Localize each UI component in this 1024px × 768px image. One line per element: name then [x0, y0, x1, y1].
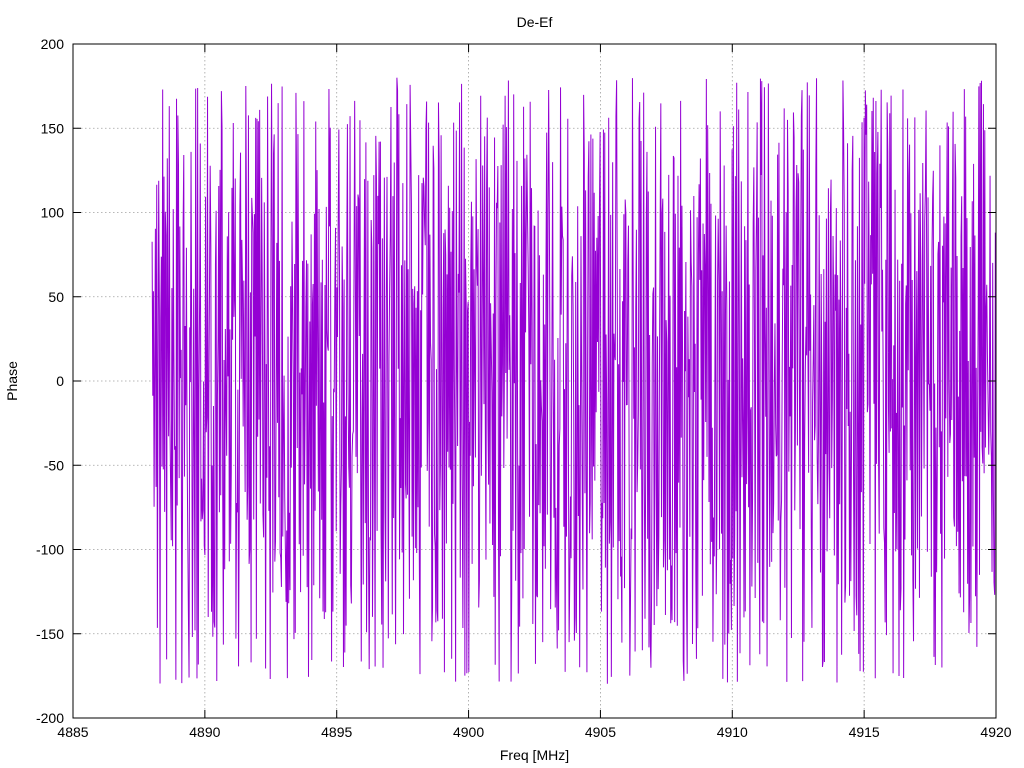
y-tick-label: -100: [36, 542, 64, 558]
y-tick-label: 0: [56, 373, 64, 389]
x-axis-label: Freq [MHz]: [500, 747, 569, 763]
x-tick-label: 4890: [189, 724, 220, 740]
y-tick-label: -50: [44, 457, 64, 473]
y-tick-label: 100: [41, 205, 65, 221]
x-tick-label: 4900: [453, 724, 484, 740]
x-tick-label: 4885: [57, 724, 88, 740]
series-group: [151, 77, 997, 684]
x-tick-label: 4910: [717, 724, 748, 740]
x-tick-label: 4920: [980, 724, 1011, 740]
y-tick-labels: -200 -150 -100 -50 0 50 100 150 200: [36, 36, 64, 726]
y-tick-label: 50: [48, 289, 64, 305]
chart-title: De-Ef: [517, 14, 553, 30]
x-tick-label: 4915: [849, 724, 880, 740]
series-line: [151, 77, 997, 684]
y-axis-label: Phase: [4, 361, 20, 401]
x-tick-label: 4895: [321, 724, 352, 740]
x-tick-labels: 4885 4890 4895 4900 4905 4910 4915 4920: [57, 724, 1011, 740]
axis-ticks: [72, 43, 997, 719]
x-tick-label: 4905: [585, 724, 616, 740]
y-tick-label: 200: [41, 36, 65, 52]
y-tick-label: 150: [41, 120, 65, 136]
y-tick-label: -200: [36, 710, 64, 726]
y-tick-label: -150: [36, 626, 64, 642]
